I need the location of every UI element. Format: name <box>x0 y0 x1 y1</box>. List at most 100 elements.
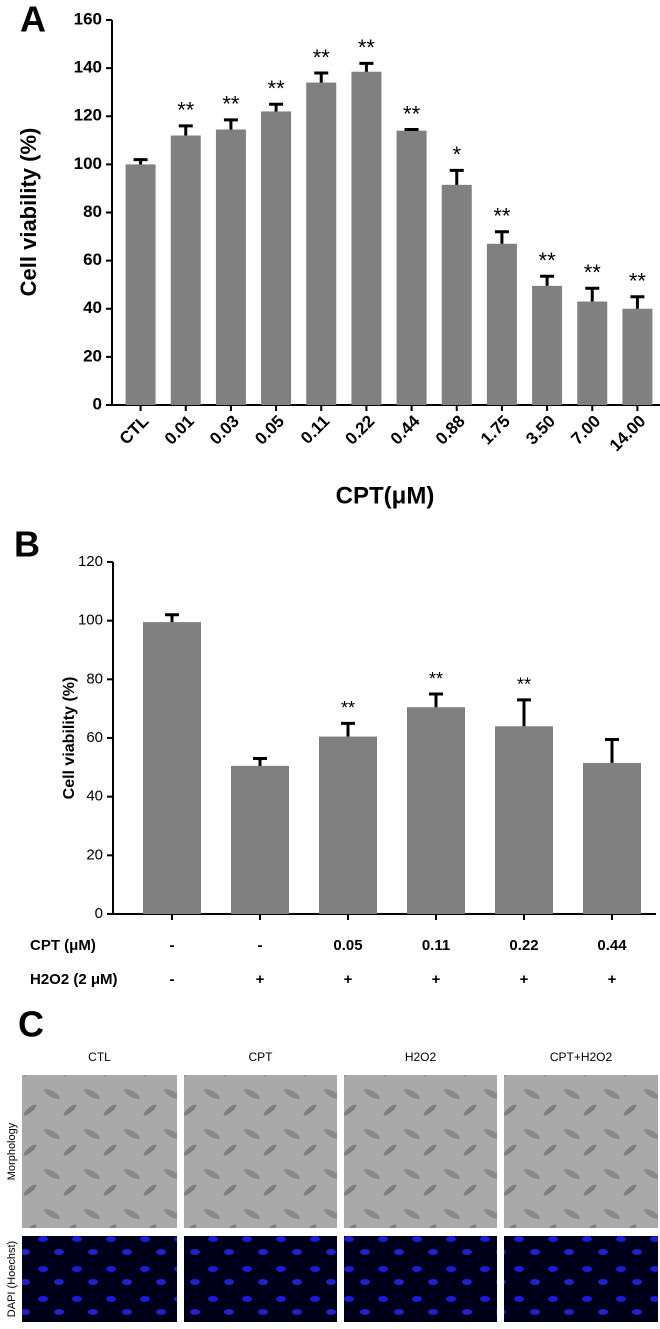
error-bar <box>165 613 179 623</box>
y-tick-label: 0 <box>95 905 103 922</box>
y-tick-label: 40 <box>86 788 103 805</box>
y-tick-label: 60 <box>86 729 103 746</box>
bar <box>319 736 377 914</box>
bar <box>486 243 517 405</box>
error-bar <box>449 168 464 185</box>
error-bar <box>314 71 329 83</box>
x-tick-label: 0.44 <box>597 937 627 954</box>
significance-mark: * <box>452 142 461 167</box>
x-tick-label: 0.11 <box>297 412 333 448</box>
x-tick-label: 0.05 <box>251 412 288 449</box>
x-tick-label: 14.00 <box>606 412 650 456</box>
x-tick-label: 0.11 <box>422 937 450 954</box>
y-tick-label: 100 <box>74 154 102 173</box>
x-tick-label: - <box>258 937 263 954</box>
bar <box>306 82 337 405</box>
x-tick-label: 0.44 <box>387 411 424 448</box>
error-bar <box>429 692 443 708</box>
x-tick-label: 1.75 <box>477 412 514 449</box>
significance-mark: ** <box>341 698 355 718</box>
x-tick-label: + <box>608 971 617 988</box>
x-tick-label: + <box>520 971 529 988</box>
significance-mark: ** <box>493 204 511 229</box>
error-bar <box>133 158 148 165</box>
bar <box>407 707 465 914</box>
micrograph <box>344 1236 497 1322</box>
error-bar <box>341 721 355 737</box>
error-bar <box>269 102 284 112</box>
y-tick-label: 80 <box>86 670 103 687</box>
bar <box>261 111 292 405</box>
significance-mark: ** <box>539 248 557 273</box>
error-bar <box>630 295 645 309</box>
micrograph <box>22 1075 177 1228</box>
error-bar <box>605 737 619 763</box>
bar <box>441 184 472 405</box>
significance-mark: ** <box>222 92 240 117</box>
error-bar <box>223 118 238 130</box>
bar <box>125 164 156 405</box>
error-bar <box>404 127 419 131</box>
y-tick-label: 160 <box>74 9 102 28</box>
y-tick-label: 20 <box>83 346 102 365</box>
significance-mark: ** <box>268 76 286 101</box>
row-name: CPT (μM) <box>30 937 96 954</box>
row-label: DAPI (Hoechst) <box>6 1241 18 1317</box>
error-bar <box>540 274 555 286</box>
bar <box>351 71 382 405</box>
x-tick-label: 0.03 <box>206 412 243 449</box>
panel-letter: B <box>14 524 40 565</box>
micrograph <box>184 1236 337 1322</box>
panel-letter: A <box>20 0 46 40</box>
y-tick-label: 80 <box>83 202 102 221</box>
micrograph <box>504 1075 658 1228</box>
y-axis-label: Cell viability (%) <box>16 128 41 297</box>
micrograph <box>344 1075 497 1228</box>
x-tick-label: 0.22 <box>342 412 379 449</box>
column-label: CPT <box>249 1050 274 1064</box>
bar <box>532 285 563 405</box>
significance-mark: ** <box>358 35 376 60</box>
significance-mark: ** <box>429 669 443 689</box>
y-tick-label: 140 <box>74 58 102 77</box>
y-tick-label: 120 <box>78 553 103 570</box>
micrograph <box>22 1236 177 1322</box>
y-tick-label: 20 <box>86 846 103 863</box>
x-tick-label: + <box>256 971 265 988</box>
x-tick-label: + <box>432 971 441 988</box>
x-axis-label: CPT(μM) <box>336 482 435 509</box>
error-bar <box>517 698 531 727</box>
y-tick-label: 40 <box>83 298 102 317</box>
x-tick-label: 0.01 <box>161 412 198 449</box>
x-tick-label: - <box>170 971 175 988</box>
x-tick-label: 0.22 <box>509 937 538 954</box>
error-bar <box>494 230 509 244</box>
column-label: H2O2 <box>405 1050 437 1064</box>
x-tick-label: 0.05 <box>333 937 362 954</box>
x-tick-label: CTL <box>116 412 153 449</box>
row-name: H2O2 (2 μM) <box>30 971 118 988</box>
error-bar <box>359 61 374 72</box>
column-label: CPT+H2O2 <box>550 1050 613 1064</box>
panel-letter: C <box>18 1004 44 1045</box>
micrograph <box>184 1075 337 1228</box>
significance-mark: ** <box>517 675 531 695</box>
x-tick-label: 0.88 <box>432 412 469 449</box>
error-bar <box>585 286 600 302</box>
y-tick-label: 120 <box>74 106 102 125</box>
significance-mark: ** <box>629 269 647 294</box>
y-tick-label: 60 <box>83 250 102 269</box>
column-label: CTL <box>88 1050 111 1064</box>
significance-mark: ** <box>313 45 331 70</box>
bar <box>622 308 653 405</box>
bar <box>396 130 427 405</box>
error-bar <box>178 124 193 136</box>
bar <box>583 762 641 914</box>
bar <box>495 726 553 914</box>
bar <box>215 129 246 405</box>
x-tick-label: 3.50 <box>522 412 559 449</box>
y-axis-label: Cell viability (%) <box>61 677 78 800</box>
significance-mark: ** <box>584 260 602 285</box>
x-tick-label: - <box>170 937 175 954</box>
micrograph <box>504 1236 658 1322</box>
